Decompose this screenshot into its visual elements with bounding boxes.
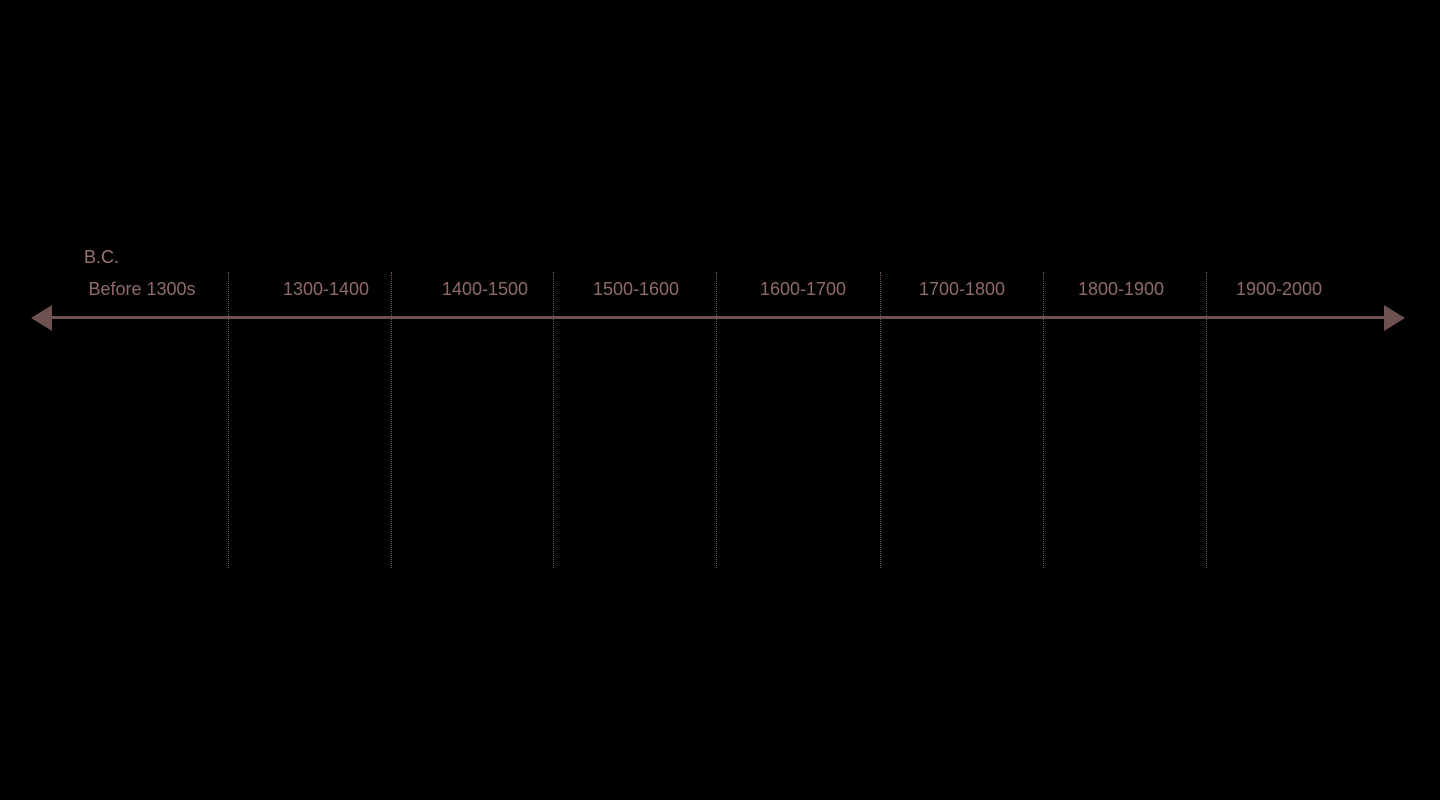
era-label-bc: B.C. [84, 247, 120, 267]
arrow-left-icon [31, 305, 52, 331]
period-label-1700-1800: 1700-1800 [918, 279, 1006, 299]
period-label-1400-1500: 1400-1500 [441, 279, 529, 299]
period-divider-1 [228, 272, 229, 568]
period-divider-2 [391, 272, 392, 568]
period-label-1800-1900: 1800-1900 [1077, 279, 1165, 299]
period-label-before-1300s: Before 1300s [88, 279, 196, 299]
period-label-1300-1400: 1300-1400 [282, 279, 370, 299]
period-divider-3 [553, 272, 554, 568]
period-label-1900-2000: 1900-2000 [1235, 279, 1323, 299]
period-divider-4 [716, 272, 717, 568]
period-label-1600-1700: 1600-1700 [759, 279, 847, 299]
period-label-1500-1600: 1500-1600 [592, 279, 680, 299]
period-divider-5 [880, 272, 881, 568]
timeline-axis [46, 316, 1390, 319]
arrow-right-icon [1384, 305, 1405, 331]
period-divider-6 [1043, 272, 1044, 568]
period-divider-7 [1206, 272, 1207, 568]
